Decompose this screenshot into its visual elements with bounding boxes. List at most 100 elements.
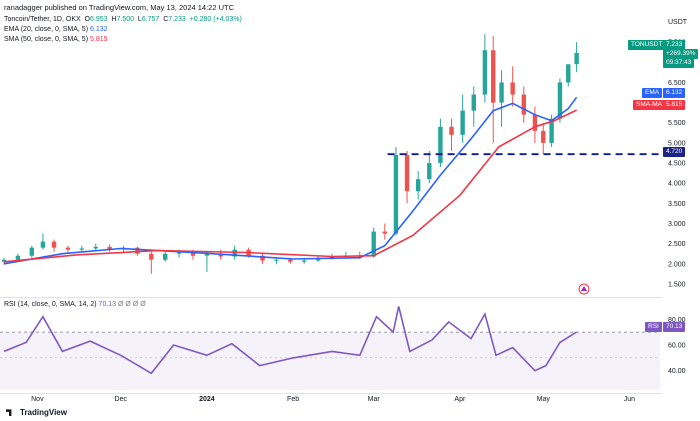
- price-tick: 2.500: [668, 241, 686, 248]
- candle-body: [532, 114, 538, 131]
- l-value: 6.757: [141, 16, 160, 23]
- candle-body: [218, 253, 224, 257]
- level-tag: 4.720: [663, 147, 686, 157]
- candle-body: [274, 259, 279, 261]
- candle-body: [135, 247, 140, 254]
- rsi-panel: [0, 306, 660, 390]
- candle-body: [491, 50, 496, 103]
- candle-body: [566, 64, 571, 83]
- currency-label: USDT: [668, 19, 688, 26]
- rsi-value-tag: 70.13: [663, 322, 686, 332]
- sma-value-tag: 5.815: [663, 100, 686, 110]
- l-label: L: [137, 16, 142, 23]
- candle-body: [482, 50, 488, 95]
- pane-separator[interactable]: [0, 297, 662, 298]
- candle-body: [51, 241, 57, 248]
- ton-symbol-tag: TONUSDT: [628, 40, 666, 50]
- sma-label: SMA (50, close, 0, SMA, 5): [4, 36, 89, 43]
- rsi-extra: Ø Ø Ø Ø: [118, 301, 146, 308]
- candle-body: [163, 253, 168, 260]
- ton-timer-tag: 09:37:43: [663, 58, 695, 68]
- ema-name-tag: EMA: [642, 88, 663, 98]
- candle-body: [438, 126, 443, 164]
- alert-icon[interactable]: [578, 283, 590, 295]
- price-tick: 1.500: [668, 281, 686, 288]
- moving-average-lines: [3, 96, 578, 265]
- candle-body: [288, 259, 293, 262]
- tradingview-icon: [6, 409, 12, 417]
- tradingview-logo[interactable]: TradingView: [6, 408, 67, 417]
- c-label: C: [163, 16, 169, 23]
- change-value: +0.280 (+4.03%): [189, 16, 242, 23]
- candle-body: [40, 241, 46, 248]
- time-axis: Nov Dec 2024 Feb Mar Apr May Jun: [31, 396, 635, 403]
- sma-legend[interactable]: SMA (50, close, 0, SMA, 5) 5.815: [4, 36, 108, 43]
- sma-line: [3, 109, 577, 263]
- candle-body: [232, 249, 237, 257]
- time-tick: Mar: [368, 396, 381, 403]
- rsi-tick: 40.00: [668, 368, 686, 375]
- price-axis: 7.5007.0006.5006.0005.5005.0004.5004.000…: [668, 40, 686, 289]
- candle-body: [404, 154, 410, 192]
- o-label: O: [84, 16, 90, 23]
- time-tick: Dec: [115, 396, 128, 403]
- candle-body: [1, 259, 7, 262]
- price-tick: 6.500: [668, 80, 686, 87]
- c-value: 7.233: [168, 16, 186, 23]
- rsi-value: 70.13: [98, 301, 117, 308]
- price-tick: 3.000: [668, 221, 686, 228]
- price-tick: 5.500: [668, 120, 686, 127]
- ema-value-tag: 6.132: [663, 88, 686, 98]
- candle-body: [29, 247, 34, 256]
- time-axis-separator: [0, 393, 662, 394]
- ema-legend[interactable]: EMA (20, close, 0, SMA, 5) 6.132: [4, 26, 108, 33]
- time-tick: 2024: [199, 396, 215, 403]
- rsi-label: RSI (14, close, 0, SMA, 14, 2): [4, 301, 97, 308]
- candle-body: [460, 110, 465, 135]
- candle-body: [549, 118, 554, 143]
- candle-body: [541, 130, 546, 143]
- price-tick: 5.000: [668, 140, 686, 147]
- sma-name-tag: SMA-MA: [633, 100, 665, 110]
- candle-body: [499, 82, 504, 103]
- time-tick: Feb: [287, 396, 299, 403]
- sma-value: 5.815: [89, 36, 108, 43]
- candle-body: [557, 82, 563, 119]
- ema-value: 6.132: [89, 26, 108, 33]
- rsi-tick: 80.00: [668, 317, 686, 324]
- candle-body: [93, 246, 98, 249]
- candle-body: [521, 94, 526, 115]
- candle-body: [371, 231, 376, 257]
- candle-body: [260, 255, 265, 261]
- time-tick: Jun: [624, 396, 635, 403]
- candle-body: [190, 252, 196, 256]
- candle-body: [204, 253, 210, 256]
- candle-body: [382, 231, 388, 234]
- candle-body: [15, 255, 21, 260]
- ema-label: EMA (20, close, 0, SMA, 5): [4, 26, 89, 33]
- candle-body: [79, 248, 85, 250]
- rsi-band: [0, 332, 660, 390]
- candle-body: [393, 154, 399, 234]
- rsi-name-tag: RSI: [645, 322, 662, 332]
- candle-body: [427, 163, 432, 180]
- candle-body: [176, 252, 182, 254]
- candle-body: [471, 94, 476, 111]
- rsi-line: [3, 306, 578, 375]
- candle-body: [415, 179, 421, 192]
- time-tick: May: [537, 396, 551, 403]
- ton-price-tag: 7.233: [663, 40, 686, 50]
- symbol-title: Toncoin/Tether, 1D, OKX: [4, 16, 81, 23]
- publish-info: ranadagger published on TradingView.com,…: [4, 3, 235, 12]
- price-tick: 2.000: [668, 261, 686, 268]
- candle-body: [65, 247, 71, 250]
- price-tick: 3.500: [668, 201, 686, 208]
- h-value: 7.500: [116, 16, 135, 23]
- candle-body: [510, 82, 515, 95]
- ema-line: [3, 96, 578, 265]
- time-tick: Apr: [454, 396, 466, 403]
- rsi-legend[interactable]: RSI (14, close, 0, SMA, 14, 2) 70.13 Ø Ø…: [4, 301, 146, 308]
- symbol-legend[interactable]: Toncoin/Tether, 1D, OKX O6.953 H7.500 L6…: [4, 16, 242, 23]
- ton-pct-tag: +269.39%: [663, 49, 699, 59]
